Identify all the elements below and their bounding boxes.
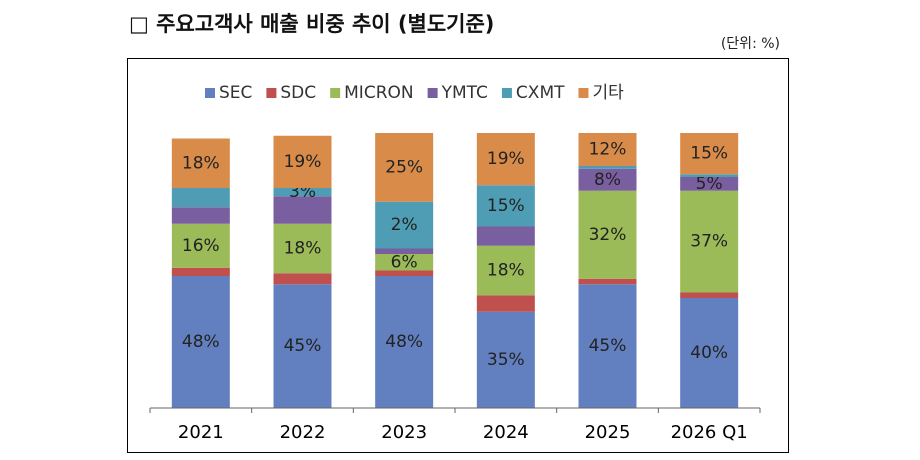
legend-swatch-2	[330, 88, 341, 98]
legend-swatch-3	[427, 88, 438, 98]
data-label-5-0: 40%	[690, 343, 728, 363]
x-tick-label-2: 2023	[381, 422, 427, 443]
bar-segment-3-3	[476, 226, 535, 246]
bar-segment-2-2	[375, 254, 434, 271]
bar-segment-3-2	[476, 245, 535, 296]
bar-segment-2-5	[375, 133, 434, 202]
bar-segment-4-1	[578, 278, 637, 285]
bar-segment-4-4	[578, 166, 637, 169]
chart-title: □ 주요고객사 매출 비중 추이 (별도기준)	[129, 12, 495, 36]
bar-segment-3-1	[476, 295, 535, 312]
bar-segment-0-1	[171, 267, 230, 276]
legend-label-0: SEC	[219, 83, 252, 103]
x-tick-label-4: 2025	[585, 422, 631, 443]
data-label-3-5: 19%	[487, 149, 525, 169]
bar-segment-5-1	[680, 292, 739, 298]
bar-segment-1-2	[273, 223, 332, 274]
bar-segment-3-0	[476, 311, 535, 408]
x-tick-label-0: 2021	[178, 422, 224, 443]
bar-segment-5-4	[680, 174, 739, 177]
legend-label-3: YMTC	[441, 83, 488, 103]
unit-label: (단위: %)	[720, 36, 780, 52]
data-label-1-5: 19%	[284, 152, 322, 172]
bar-segment-5-2	[680, 190, 739, 293]
data-label-5-3: 5%	[696, 174, 723, 194]
data-label-3-0: 35%	[487, 350, 525, 370]
legend-label-5: 기타	[592, 83, 624, 103]
data-label-3-2: 18%	[487, 261, 525, 281]
data-label-1-2: 18%	[284, 239, 322, 259]
bar-segment-5-3	[680, 177, 739, 191]
bar-segment-4-2	[578, 190, 637, 279]
legend-label-4: CXMT	[516, 83, 565, 103]
legend-swatch-0	[205, 88, 215, 98]
legend-swatch-1	[266, 88, 277, 98]
bar-segment-0-2	[171, 223, 230, 268]
bar-segment-1-4	[273, 188, 332, 197]
data-label-5-2: 37%	[690, 232, 728, 252]
data-label-2-0: 48%	[385, 332, 423, 352]
bar-segment-0-0	[171, 276, 230, 408]
data-label-2-4: 2%	[391, 215, 418, 235]
bar-segment-0-3	[171, 207, 230, 224]
data-label-4-3: 8%	[594, 170, 621, 190]
data-label-3-4: 15%	[487, 196, 525, 216]
bar-segment-1-3	[273, 196, 332, 224]
data-label-1-0: 45%	[284, 336, 322, 356]
bar-segment-0-5	[171, 138, 230, 188]
data-label-4-2: 32%	[589, 225, 627, 245]
bar-segment-0-4	[171, 188, 230, 208]
data-label-2-5: 25%	[385, 157, 423, 177]
data-label-0-5: 18%	[182, 153, 220, 173]
x-tick-label-3: 2024	[483, 422, 529, 443]
bar-segment-1-0	[273, 284, 332, 408]
bar-segment-3-5	[476, 133, 535, 186]
bar-segment-4-5	[578, 133, 637, 166]
bar-segment-2-0	[375, 276, 434, 408]
bar-segment-5-5	[680, 133, 739, 175]
bar-segment-2-4	[375, 201, 434, 249]
bar-segment-3-4	[476, 185, 535, 227]
data-label-0-0: 48%	[182, 332, 220, 352]
bar-segment-4-0	[578, 284, 637, 408]
legend-label-2: MICRON	[344, 83, 413, 103]
bar-segment-1-1	[273, 273, 332, 285]
bar-segment-2-1	[375, 270, 434, 276]
bar-segment-5-0	[680, 298, 739, 408]
bar-segment-1-5	[273, 135, 332, 188]
legend-swatch-5	[578, 88, 589, 98]
x-tick-label-5: 2026 Q1	[671, 422, 748, 443]
bar-segment-2-3	[375, 248, 434, 254]
chart-frame	[127, 58, 789, 453]
data-label-4-5: 12%	[589, 140, 627, 160]
bar-segment-4-3	[578, 168, 637, 191]
data-label-5-5: 15%	[690, 144, 728, 164]
x-tick-label-1: 2022	[280, 422, 326, 443]
legend-label-1: SDC	[280, 83, 316, 103]
legend-swatch-4	[501, 88, 512, 98]
data-label-2-2: 6%	[391, 252, 418, 272]
data-label-0-2: 16%	[182, 236, 220, 256]
data-label-4-0: 45%	[589, 336, 627, 356]
